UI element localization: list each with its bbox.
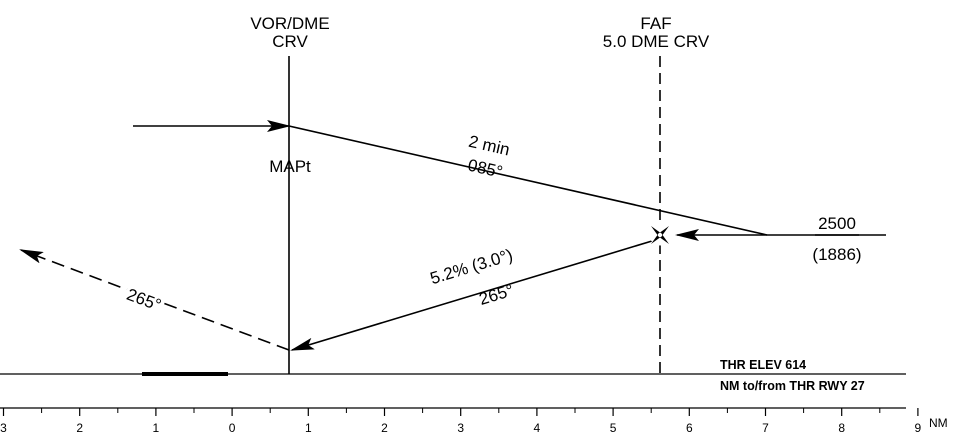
scale-tick-label: 3 <box>457 421 464 435</box>
scale-tick-label: 8 <box>838 421 845 435</box>
outbound-course-label: 085° <box>466 155 505 181</box>
scale-tick-label: 5 <box>610 421 617 435</box>
altitude-height-label: (1886) <box>812 245 861 264</box>
distance-scale-ticks <box>2 408 919 416</box>
scale-tick-label: 1 <box>305 421 312 435</box>
vor-dme-label-line2: CRV <box>272 32 308 51</box>
scale-tick-label: 9 <box>915 421 922 435</box>
scale-tick-label: 0 <box>229 421 236 435</box>
vor-dme-label-line1: VOR/DME <box>250 14 329 33</box>
mapt-label: MAPt <box>269 157 311 176</box>
faf-label-line2: 5.0 DME CRV <box>603 32 710 51</box>
scale-tick-label: 4 <box>534 421 541 435</box>
missed-approach-arrow <box>19 249 290 351</box>
scale-tick-label: 2 <box>76 421 83 435</box>
faf-symbol-icon <box>649 224 671 246</box>
threshold-elevation-label: THR ELEV 614 <box>720 358 806 372</box>
inbound-course-label: 265° <box>477 281 516 309</box>
missed-course-label: 265° <box>124 285 164 315</box>
descent-gradient-label: 5.2% (3.0°) <box>428 245 515 288</box>
runway-bar <box>142 372 228 376</box>
scale-tick-label: 7 <box>762 421 769 435</box>
distance-unit-label: NM <box>929 416 948 430</box>
faf-label-line1: FAF <box>640 14 671 33</box>
scale-tick-label: 1 <box>153 421 160 435</box>
distance-reference-label: NM to/from THR RWY 27 <box>720 379 865 393</box>
scale-tick-label: 3 <box>0 421 7 435</box>
outbound-track-line <box>288 125 768 236</box>
altitude-value-label: 2500 <box>818 214 856 233</box>
scale-tick-label: 2 <box>381 421 388 435</box>
descent-path-arrow <box>290 240 653 351</box>
distance-scale-labels: 3 2 1 0 1 2 3 4 5 6 7 8 9 <box>0 421 921 435</box>
scale-tick-label: 6 <box>686 421 693 435</box>
